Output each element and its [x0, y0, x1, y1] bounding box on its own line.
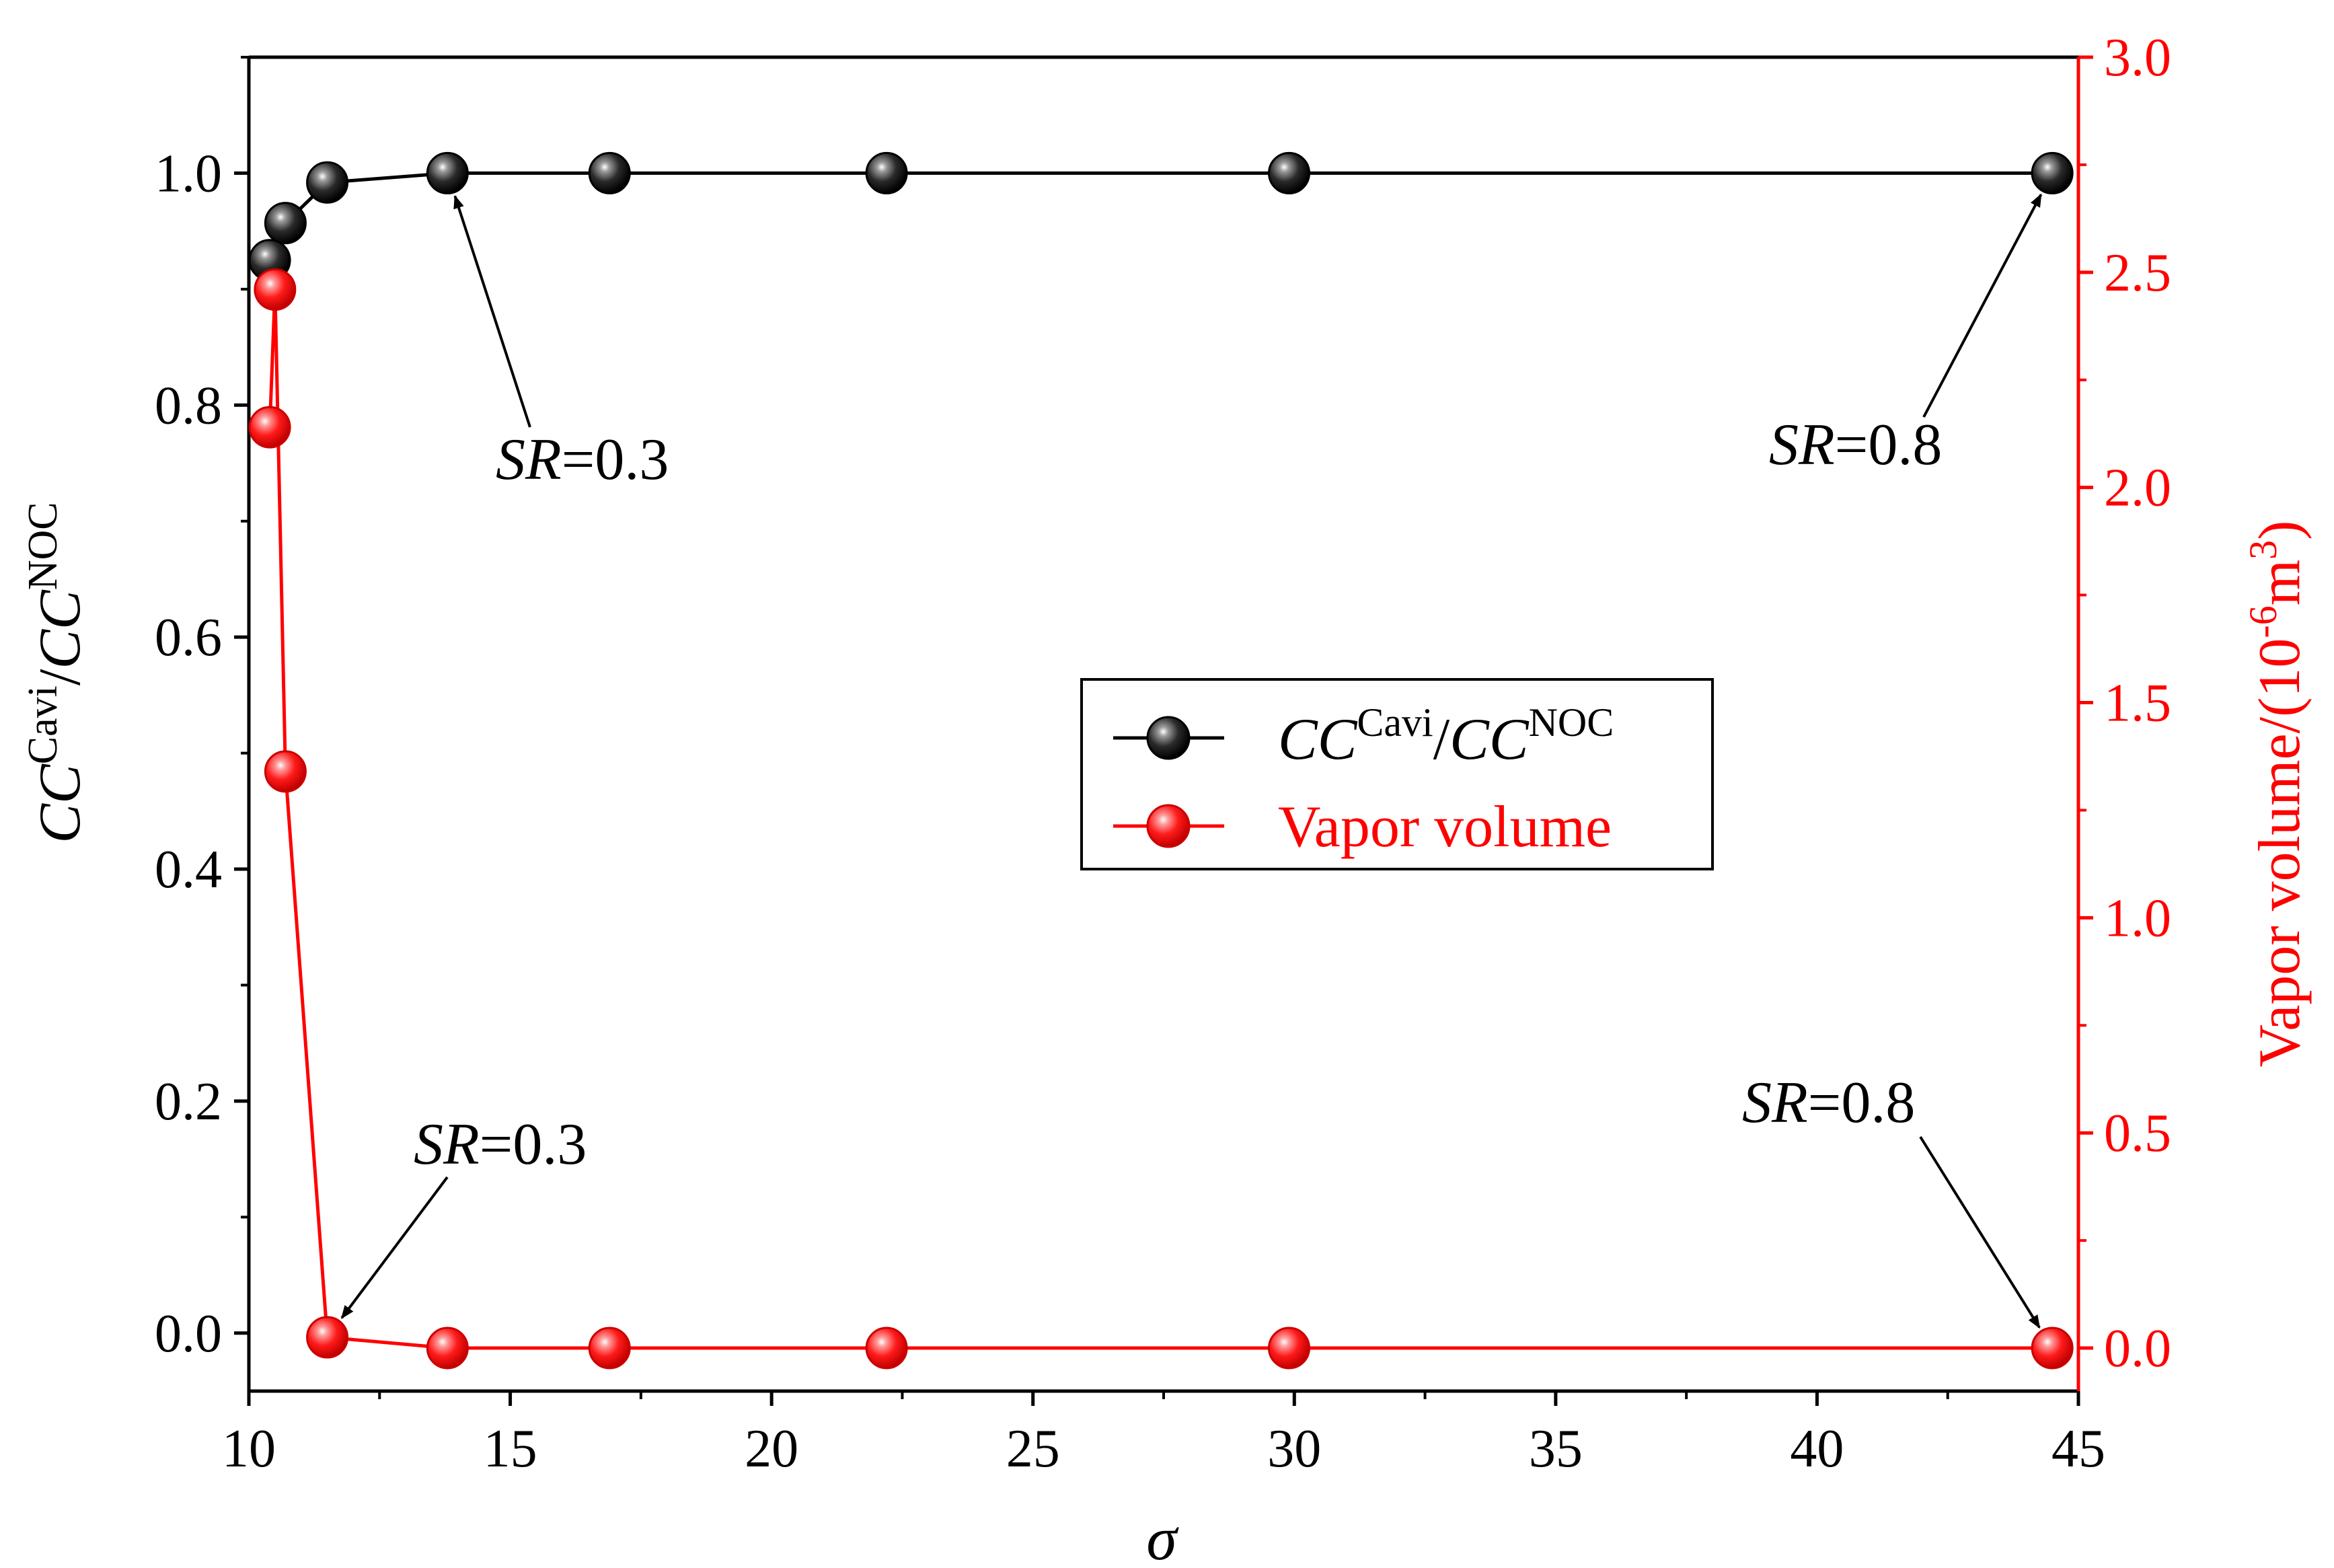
series-layer — [248, 151, 2074, 1370]
left-axis-title-base-2: CC — [28, 589, 93, 669]
right-axis-title: Vapor volume/(10-6m3) — [2241, 521, 2312, 1068]
right-y-tick-label: 0.5 — [2104, 1104, 2171, 1163]
annotation-label-value: =0.3 — [480, 1112, 587, 1177]
data-point-vapor — [588, 1327, 631, 1370]
data-point-vapor — [306, 1316, 349, 1359]
data-point-cc-ratio — [1268, 151, 1311, 194]
axes: 10 15 20 25 30 35 40 45 0.0 0.2 0.4 0.6 0.8 1.0 0.0 0.5… — [155, 28, 2171, 1479]
right-axis-title-exp: -6 — [2241, 605, 2285, 638]
data-point-cc-ratio — [264, 202, 307, 245]
annotation-label-italic: SR — [496, 427, 562, 492]
data-point-vapor — [264, 750, 307, 793]
legend-cc-sup-2: NOC — [1529, 700, 1614, 745]
data-point-cc-ratio — [306, 161, 349, 204]
x-tick-label: 35 — [1529, 1419, 1583, 1479]
annotation-label-italic: SR — [1769, 412, 1835, 478]
data-point-vapor — [248, 406, 291, 449]
legend-entry-vapor: Vapor volume — [1113, 794, 1612, 860]
left-axis-title-base-1: CC — [28, 763, 93, 844]
series-line-cc-ratio — [268, 171, 2053, 261]
annotation-arrow — [340, 1176, 449, 1319]
left-y-tick-label: 1.0 — [155, 144, 222, 203]
annotation-label: SR=0.3 — [414, 1112, 587, 1177]
annotation-arrow — [453, 194, 531, 428]
annotations: SR=0.3 SR=0.8SR=0.3SR=0.8 — [340, 193, 2043, 1329]
annotation-label: SR=0.3 — [496, 427, 669, 492]
annotation-arrow — [1922, 193, 2043, 418]
right-y-tick-label: 2.5 — [2104, 244, 2171, 303]
left-y-tick-label: 0.2 — [155, 1072, 222, 1131]
x-tick-label: 40 — [1790, 1419, 1844, 1479]
left-axis-title-sup-1: Cavi — [20, 685, 66, 764]
annotation-label-value: =0.8 — [1808, 1070, 1916, 1135]
annotation-label-italic: SR — [1742, 1070, 1808, 1135]
left-y-tick-label: 0.8 — [155, 376, 222, 435]
legend-entry-cc-ratio: CCCavi/CCNOC — [1113, 700, 1614, 772]
data-point-cc-ratio — [2031, 151, 2074, 194]
x-tick-label: 20 — [745, 1419, 798, 1479]
x-tick-label: 10 — [222, 1419, 276, 1479]
x-tick-label: 45 — [2051, 1419, 2105, 1479]
left-axis-title-sup-2: NOC — [20, 502, 66, 590]
data-point-vapor — [865, 1327, 908, 1370]
annotation-arrow — [1919, 1135, 2041, 1329]
legend: CCCavi/CCNOC Vapor volume — [1080, 678, 1714, 870]
annotation-label: SR=0.8 — [1769, 412, 1942, 478]
right-y-tick-label: 1.5 — [2104, 674, 2171, 733]
left-y-tick-label: 0.4 — [155, 840, 222, 899]
right-axis-title-main: Vapor volume/(10 — [2247, 638, 2312, 1068]
data-point-cc-ratio — [588, 151, 631, 194]
right-y-tick-label: 3.0 — [2104, 28, 2171, 87]
right-y-tick-label: 2.0 — [2104, 459, 2171, 518]
legend-label-vapor: Vapor volume — [1278, 794, 1612, 860]
legend-label-cc-ratio: CCCavi/CCNOC — [1278, 700, 1614, 772]
annotation-label: SR=0.8 — [1742, 1070, 1915, 1135]
right-y-tick-label: 0.0 — [2104, 1319, 2171, 1378]
left-axis-title-sep: / — [28, 669, 93, 685]
right-axis-title-close: ) — [2247, 521, 2312, 540]
data-point-vapor — [426, 1327, 469, 1370]
annotation-label-value: =0.8 — [1835, 412, 1943, 478]
annotation-label-italic: SR — [414, 1112, 480, 1177]
left-axis-title: CCCavi/CCNOC — [20, 502, 93, 843]
left-y-tick-label: 0.6 — [155, 608, 222, 667]
data-point-vapor — [2031, 1327, 2074, 1370]
legend-marker-vapor — [1146, 804, 1191, 848]
legend-cc-base-2: CC — [1450, 707, 1530, 772]
right-axis-title-unit-exp: 3 — [2241, 540, 2285, 560]
legend-cc-sep: / — [1433, 707, 1450, 772]
left-y-tick-label: 0.0 — [155, 1304, 222, 1364]
data-point-cc-ratio — [865, 151, 908, 194]
legend-marker-cc-ratio — [1146, 716, 1191, 760]
legend-cc-base-1: CC — [1278, 707, 1358, 772]
annotation-label-value: =0.3 — [562, 427, 669, 492]
x-tick-label: 15 — [484, 1419, 537, 1479]
x-tick-label: 25 — [1006, 1419, 1060, 1479]
x-axis-title: σ — [1146, 1504, 1179, 1568]
data-point-cc-ratio — [426, 151, 469, 194]
x-tick-label: 30 — [1267, 1419, 1321, 1479]
right-y-tick-label: 1.0 — [2104, 889, 2171, 948]
data-point-vapor — [254, 268, 297, 311]
data-point-vapor — [1268, 1327, 1311, 1370]
right-axis-title-unit: m — [2247, 560, 2312, 605]
legend-cc-sup-1: Cavi — [1357, 700, 1433, 745]
